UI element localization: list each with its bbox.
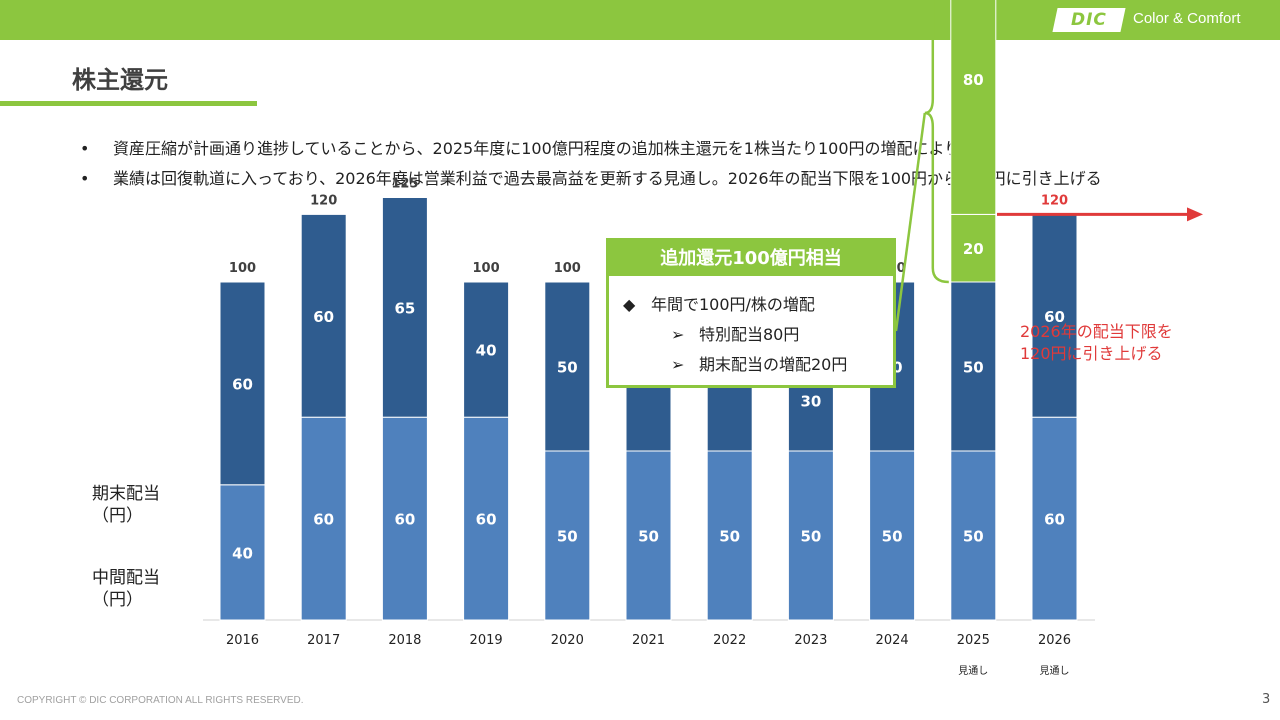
arrow-right-icon — [1187, 207, 1203, 222]
forecast-label: 見通し — [958, 665, 988, 677]
bar-value-label: 50 — [557, 528, 578, 546]
bar-additional-20 — [950, 213, 997, 283]
brand-tagline: Color & Comfort — [1133, 10, 1241, 27]
x-tick-label: 2024 — [876, 633, 909, 648]
x-tick-label: 2023 — [794, 633, 827, 648]
bar-value-label: 50 — [719, 528, 740, 546]
callout-item-text: 特別配当80円 — [699, 325, 800, 344]
bar-value-label: 60 — [1044, 308, 1065, 326]
dividend-floor-note: 2026年の配当下限を 120円に引き上げる — [1020, 321, 1173, 365]
bar-value-label: 50 — [557, 359, 578, 377]
x-tick-label: 2017 — [307, 633, 340, 648]
x-tick-label: 2026 — [1038, 633, 1071, 648]
interim-dividend-label: 中間配当 （円） — [92, 567, 160, 611]
x-tick-label: 2025 — [957, 633, 990, 648]
callout-subitem: ➢ 期末配当の増配20円 — [671, 351, 847, 375]
callout-subitem: ➢ 特別配当80円 — [671, 321, 799, 345]
x-tick-label: 2021 — [632, 633, 665, 648]
bar-value-label: 30 — [800, 392, 821, 410]
bullet-item: 業績は回復軌道に入っており、2026年度は営業利益で過去最高益を更新する見通し。… — [80, 167, 1102, 197]
callout-item: ◆ 年間で100円/株の増配 — [623, 291, 815, 315]
note-line: 2026年の配当下限を — [1020, 322, 1173, 341]
bar-value-label: 50 — [638, 528, 659, 546]
bar-interim — [544, 450, 591, 621]
bar-interim — [300, 416, 347, 621]
callout-box: 追加還元100億円相当 ◆ 年間で100円/株の増配 ➢ 特別配当80円 ➢ 期末配当… — [606, 238, 896, 388]
bar-year-end — [219, 281, 266, 486]
bar-interim — [219, 484, 266, 621]
bar-interim — [381, 416, 428, 621]
bar-value-label: 80 — [963, 71, 984, 89]
page-title: 株主還元 — [72, 66, 168, 94]
callout-title: 追加還元100億円相当 — [609, 241, 893, 276]
x-tick-label: 2019 — [470, 633, 503, 648]
bar-interim — [950, 450, 997, 621]
row-label-unit: （円） — [92, 590, 143, 610]
bar-value-label: 60 — [313, 511, 334, 529]
bar-value-label: 40 — [476, 342, 497, 360]
bar-value-label: 50 — [963, 359, 984, 377]
arrow-bullet-icon: ➢ — [671, 325, 685, 344]
forecast-label: 見通し — [1040, 665, 1070, 677]
bar-year-end — [463, 281, 510, 418]
bar-value-label: 40 — [232, 544, 253, 562]
bar-value-label: 60 — [476, 511, 497, 529]
x-tick-label: 2022 — [713, 633, 746, 648]
bar-total-label: 100 — [473, 261, 500, 276]
bar-value-label: 60 — [232, 375, 253, 393]
diamond-bullet-icon: ◆ — [623, 295, 636, 314]
bar-value-label: 50 — [963, 528, 984, 546]
bar-total-label: 125 — [391, 177, 418, 192]
year-end-dividend-label: 期末配当 （円） — [92, 483, 160, 527]
arrow-bullet-icon: ➢ — [671, 355, 685, 374]
callout-connector — [894, 112, 927, 332]
bar-value-label: 65 — [394, 299, 415, 317]
header-bar: DIC Color & Comfort — [0, 0, 1280, 40]
row-label-line: 期末配当 — [92, 484, 160, 504]
x-tick-label: 2018 — [388, 633, 421, 648]
bullet-list: 資産圧縮が計画通り進捗していることから、2025年度に100億円程度の追加株主還… — [80, 137, 1102, 197]
bar-year-end — [300, 213, 347, 418]
callout-item-text: 期末配当の増配20円 — [699, 355, 848, 374]
x-tick-label: 2020 — [551, 633, 584, 648]
bar-value-label: 20 — [963, 240, 984, 258]
bar-interim — [1031, 416, 1078, 621]
row-label-line: 中間配当 — [92, 568, 160, 588]
bar-value-label: 60 — [394, 511, 415, 529]
bar-total-label: 120 — [1041, 193, 1068, 208]
bar-value-label: 50 — [882, 528, 903, 546]
row-label-unit: （円） — [92, 506, 143, 526]
bullet-item: 資産圧縮が計画通り進捗していることから、2025年度に100億円程度の追加株主還… — [80, 137, 1102, 167]
page-number: 3 — [1262, 692, 1271, 707]
bar-value-label: 60 — [1044, 511, 1065, 529]
bar-interim — [463, 416, 510, 621]
bar-special-80 — [950, 0, 997, 215]
bar-year-end — [1031, 213, 1078, 418]
bar-value-label: 50 — [800, 528, 821, 546]
bar-value-label: 60 — [313, 308, 334, 326]
bar-interim — [869, 450, 916, 621]
bar-total-label: 100 — [554, 261, 581, 276]
bracket-icon — [924, 0, 949, 284]
bar-total-label: 100 — [229, 261, 256, 276]
x-tick-label: 2016 — [226, 633, 259, 648]
note-line: 120円に引き上げる — [1020, 344, 1163, 363]
callout-item-text: 年間で100円/株の増配 — [651, 295, 815, 314]
copyright-footer: COPYRIGHT © DIC CORPORATION ALL RIGHTS R… — [17, 695, 304, 706]
title-underline — [0, 101, 257, 106]
bar-year-end — [381, 197, 428, 418]
bar-interim — [787, 450, 834, 621]
bar-year-end — [544, 281, 591, 452]
bar-total-label: 120 — [310, 193, 337, 208]
